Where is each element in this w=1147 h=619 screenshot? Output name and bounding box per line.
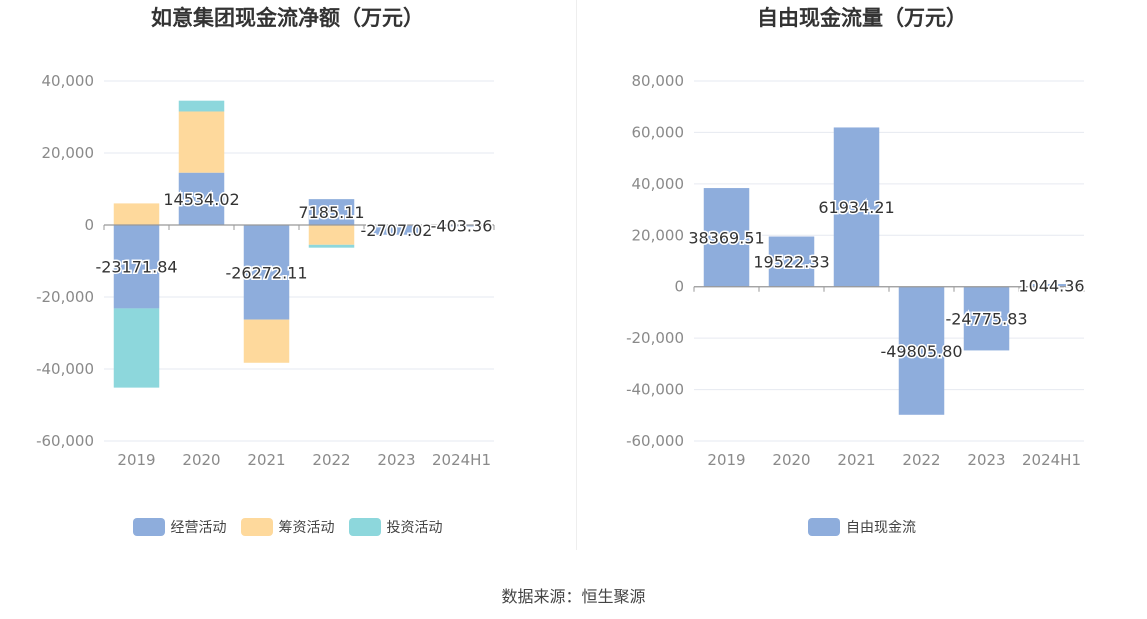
bar-2023 <box>963 286 1010 351</box>
x-tick-label: 2024H1 <box>1022 451 1081 469</box>
cash-flow-net-chart: 40,000 20,000 0 -20,000 -40,000 -60,000 2019 20… <box>36 72 495 469</box>
bar-2020 <box>768 236 815 287</box>
data-source-note: 数据来源：恒生聚源 <box>501 587 646 606</box>
legend-swatch <box>808 518 840 536</box>
y-tick-label: 20,000 <box>42 144 95 162</box>
legend-label: 自由现金流 <box>846 520 916 536</box>
x-tick-label: 2023 <box>377 451 415 469</box>
data-label: 14534.02 <box>163 190 239 209</box>
bar-2021 <box>243 225 290 320</box>
panel-divider <box>576 0 577 550</box>
y-tick-label: 80,000 <box>632 72 685 90</box>
y-tick-label: -60,000 <box>36 432 94 450</box>
bar-2022 <box>308 199 355 225</box>
bar-2024h1 <box>438 225 485 227</box>
legend-free-cash-flow: 自由现金流 <box>577 517 1147 537</box>
y-tick-label: -60,000 <box>626 432 684 450</box>
legend-item[interactable]: 筹资活动 <box>240 517 335 537</box>
y-tick-label: 0 <box>674 278 684 296</box>
bar-2021 <box>243 319 290 363</box>
y-tick-label: -40,000 <box>36 360 94 378</box>
legend-label: 经营活动 <box>170 520 227 536</box>
data-label: 19522.33 <box>753 253 829 272</box>
x-tick-label: 2021 <box>837 451 875 469</box>
legend-swatch <box>348 518 381 536</box>
bar-2019 <box>113 225 160 309</box>
x-tick-label: 2022 <box>902 451 940 469</box>
x-tick-label: 2021 <box>247 451 285 469</box>
x-tick-label: 2022 <box>312 451 350 469</box>
y-tick-label: -20,000 <box>36 288 94 306</box>
data-label: 7185.11 <box>298 203 364 222</box>
x-tick-label: 2019 <box>117 451 155 469</box>
legend-swatch <box>240 518 273 536</box>
free-cash-flow-chart: 80,000 60,000 40,000 20,000 0 -20,000 -40,000 -… <box>626 72 1086 469</box>
bar-2024h1 <box>1028 284 1075 287</box>
chart-title-cash-flow-net: 如意集团现金流净额（万元） <box>151 6 424 30</box>
x-tick-label: 2019 <box>707 451 745 469</box>
legend-label: 筹资活动 <box>278 520 335 536</box>
bar-2019 <box>703 188 750 287</box>
y-tick-label: -40,000 <box>626 381 684 399</box>
bar-2020 <box>178 111 225 173</box>
legend-label: 投资活动 <box>386 520 443 536</box>
legend-item[interactable]: 经营活动 <box>132 517 227 537</box>
bar-2020 <box>178 172 225 225</box>
y-tick-label: 0 <box>84 216 94 234</box>
bar-2020 <box>178 100 225 112</box>
y-tick-label: 40,000 <box>632 175 685 193</box>
bar-2019 <box>113 203 160 225</box>
free-cash-flow-panel: 自由现金流量（万元） 80,000 60,000 40,000 20,000 0 -20,… <box>577 0 1147 560</box>
bar-2022 <box>898 286 945 415</box>
data-label: 1044.36 <box>1018 276 1084 295</box>
y-tick-label: 40,000 <box>42 72 95 90</box>
y-tick-label: 60,000 <box>632 123 685 141</box>
data-label: 38369.51 <box>688 228 764 247</box>
y-tick-label: -20,000 <box>626 329 684 347</box>
bar-2022 <box>308 225 355 245</box>
chart-title-free-cash-flow: 自由现金流量（万元） <box>757 6 967 30</box>
x-tick-label: 2023 <box>967 451 1005 469</box>
bar-2023 <box>373 225 420 235</box>
legend-item[interactable]: 投资活动 <box>348 517 443 537</box>
x-tick-label: 2020 <box>182 451 220 469</box>
data-label: -23171.84 <box>95 258 177 277</box>
data-label: -49805.80 <box>880 342 962 361</box>
cash-flow-net-panel: 如意集团现金流净额（万元） 40,000 20,000 0 -20,000 -40,00… <box>0 0 575 560</box>
data-label: -24775.83 <box>945 310 1027 329</box>
data-label: 61934.21 <box>818 198 894 217</box>
bar-2022 <box>308 244 355 248</box>
legend-swatch <box>132 518 165 536</box>
x-tick-label: 2024H1 <box>432 451 491 469</box>
bar-2019 <box>113 308 160 388</box>
data-label: -403.36 <box>431 217 493 236</box>
data-label: -2707.02 <box>361 221 433 240</box>
x-tick-label: 2020 <box>772 451 810 469</box>
bar-2021 <box>833 127 880 287</box>
y-tick-label: 20,000 <box>632 226 685 244</box>
legend-cash-flow-net: 经营活动 筹资活动 投资活动 <box>0 517 575 537</box>
data-label: -26272.11 <box>225 263 307 282</box>
legend-item[interactable]: 自由现金流 <box>808 517 916 537</box>
